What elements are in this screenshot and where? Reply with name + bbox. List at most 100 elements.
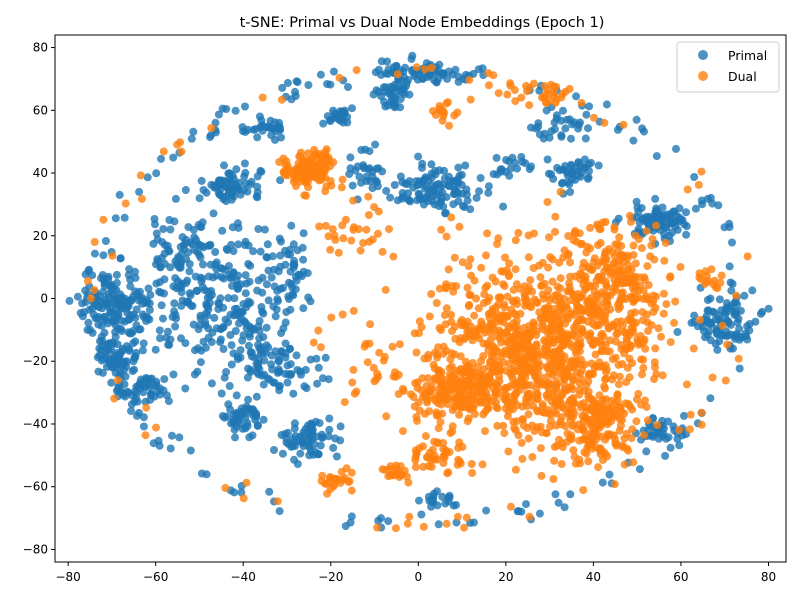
data-point-dual [588, 320, 597, 328]
data-point-primal [725, 262, 734, 271]
data-point-dual [470, 311, 479, 320]
data-point-dual [625, 211, 634, 220]
data-point-primal [270, 282, 279, 291]
data-point-dual [590, 254, 599, 263]
data-point-dual [533, 299, 542, 307]
data-point-dual [544, 89, 553, 98]
data-point-primal [635, 465, 644, 474]
data-point-dual [428, 445, 437, 454]
data-point-primal [451, 65, 460, 74]
data-point-primal [405, 177, 414, 186]
data-point-dual [476, 386, 485, 395]
data-point-dual [501, 346, 510, 355]
data-point-dual [559, 310, 567, 318]
data-point-primal [379, 83, 388, 92]
data-point-dual [432, 299, 441, 307]
data-point-dual [533, 390, 542, 399]
data-point-dual [530, 427, 539, 435]
data-point-primal [123, 357, 131, 366]
data-point-dual [403, 519, 412, 528]
data-point-primal [225, 382, 234, 390]
data-point-primal [249, 247, 258, 256]
data-point-primal [412, 177, 421, 186]
data-point-primal [97, 332, 106, 341]
data-point-primal [102, 340, 111, 349]
data-point-dual [682, 380, 691, 389]
data-point-primal [417, 510, 426, 519]
data-point-primal [290, 261, 299, 270]
data-point-primal [78, 299, 87, 308]
data-point-dual [411, 463, 420, 472]
data-point-primal [313, 379, 322, 388]
data-point-primal [435, 67, 443, 76]
data-point-dual [110, 394, 119, 403]
data-point-dual [448, 427, 457, 436]
data-point-dual [279, 154, 288, 163]
data-point-primal [199, 260, 207, 269]
data-point-dual [474, 304, 483, 313]
data-point-primal [258, 273, 267, 282]
data-point-primal [574, 124, 583, 133]
data-point-primal [275, 507, 284, 516]
data-point-primal [227, 195, 236, 204]
data-point-primal [245, 277, 254, 286]
data-point-primal [222, 245, 231, 253]
data-point-dual [479, 339, 488, 348]
data-point-primal [181, 186, 190, 194]
data-point-dual [516, 309, 525, 318]
data-point-primal [264, 122, 273, 131]
data-point-dual [137, 194, 146, 203]
data-point-dual [594, 272, 603, 281]
data-point-primal [306, 297, 315, 306]
data-point-primal [149, 239, 158, 248]
data-point-primal [472, 193, 481, 202]
data-point-dual [501, 328, 510, 337]
data-point-primal [255, 334, 264, 343]
data-point-primal [144, 284, 153, 293]
data-point-primal [117, 386, 125, 395]
y-tick-label: −80 [23, 542, 48, 556]
data-point-primal [207, 287, 216, 295]
data-point-primal [90, 249, 99, 258]
data-point-dual [486, 328, 495, 337]
data-point-primal [240, 159, 249, 168]
data-point-dual [513, 300, 522, 308]
data-point-dual [697, 408, 706, 417]
data-point-dual [647, 241, 656, 250]
data-point-dual [631, 231, 640, 240]
data-point-primal [563, 115, 571, 124]
data-point-dual [313, 167, 322, 176]
data-point-dual [359, 239, 368, 247]
data-point-dual [557, 460, 566, 468]
data-point-primal [97, 321, 106, 330]
data-point-primal [257, 116, 266, 125]
data-point-primal [84, 267, 93, 275]
data-point-primal [398, 189, 407, 197]
data-point-primal [259, 380, 268, 389]
data-point-primal [270, 378, 279, 387]
data-point-dual [639, 286, 648, 295]
data-point-dual [565, 279, 574, 288]
data-point-primal [186, 446, 195, 455]
data-point-dual [577, 403, 585, 412]
data-point-primal [401, 63, 410, 72]
data-point-dual [616, 279, 625, 288]
data-point-dual [421, 65, 430, 74]
data-point-primal [132, 389, 141, 398]
data-point-dual [595, 391, 604, 400]
data-point-primal [241, 289, 250, 298]
data-point-dual [488, 364, 497, 373]
data-point-dual [455, 402, 464, 411]
data-point-primal [672, 211, 681, 220]
data-point-dual [310, 145, 319, 154]
data-point-dual [512, 384, 521, 393]
data-point-dual [643, 416, 652, 425]
data-point-primal [271, 347, 280, 356]
data-point-dual [448, 327, 456, 336]
data-point-dual [485, 313, 494, 322]
data-point-primal [256, 346, 265, 355]
legend-marker-dual [698, 71, 708, 81]
data-point-primal [176, 243, 185, 251]
data-point-primal [164, 397, 173, 406]
data-point-dual [650, 358, 659, 367]
